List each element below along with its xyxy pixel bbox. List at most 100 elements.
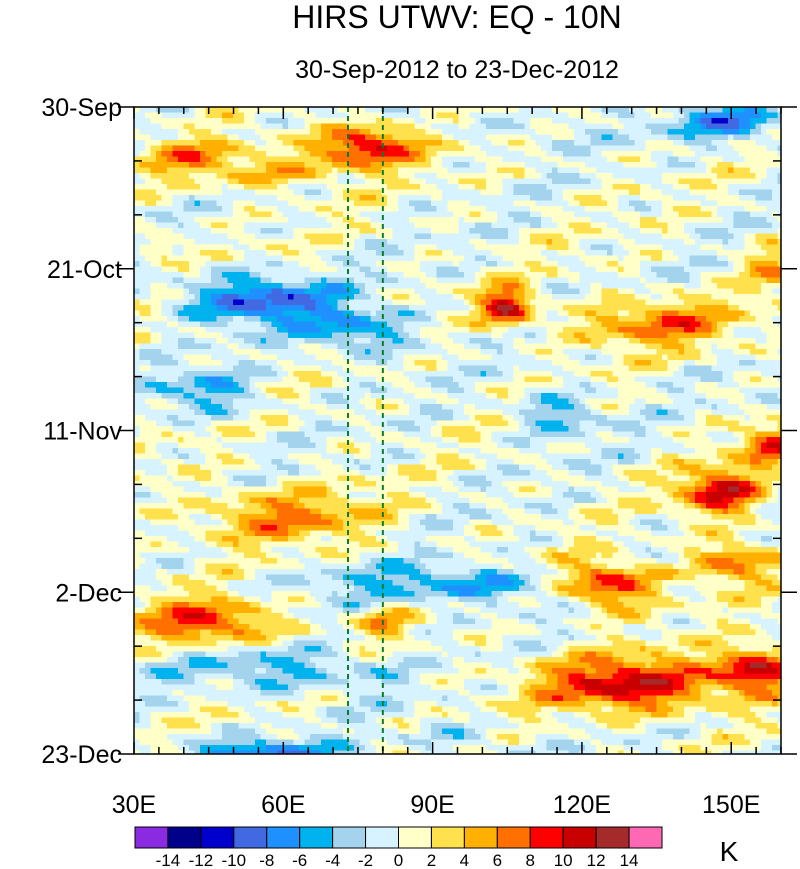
field-cell xyxy=(134,156,141,163)
field-cell xyxy=(601,189,608,196)
field-cell xyxy=(365,239,372,246)
field-cell xyxy=(684,162,691,169)
field-cell xyxy=(304,255,311,262)
field-cell xyxy=(766,327,773,334)
field-cell xyxy=(453,327,460,334)
field-cell xyxy=(332,332,339,339)
field-cell xyxy=(667,112,674,119)
field-cell xyxy=(139,233,146,240)
field-cell xyxy=(755,283,762,290)
field-cell xyxy=(277,162,284,169)
field-cell xyxy=(739,321,746,328)
field-cell xyxy=(260,151,267,158)
field-cell xyxy=(750,261,757,268)
field-cell xyxy=(645,222,652,229)
field-cell xyxy=(590,200,597,207)
field-cell xyxy=(315,272,322,279)
field-cell xyxy=(299,118,306,125)
field-cell xyxy=(442,316,449,323)
field-cell xyxy=(491,283,498,290)
field-cell xyxy=(623,145,630,152)
field-cell xyxy=(299,255,306,262)
field-cell xyxy=(288,327,295,334)
field-cell xyxy=(354,255,361,262)
field-cell xyxy=(684,178,691,185)
field-cell xyxy=(431,288,438,295)
field-cell xyxy=(299,294,306,301)
field-cell xyxy=(409,327,416,334)
field-cell xyxy=(436,156,443,163)
field-cell xyxy=(458,195,465,202)
field-cell xyxy=(579,145,586,152)
field-cell xyxy=(607,140,614,147)
field-cell xyxy=(392,327,399,334)
field-cell xyxy=(645,107,652,114)
field-cell xyxy=(629,211,636,218)
field-cell xyxy=(761,321,768,328)
field-cell xyxy=(161,151,168,158)
field-cell xyxy=(260,145,267,152)
field-cell xyxy=(502,151,509,158)
field-cell xyxy=(497,250,504,257)
field-cell xyxy=(480,327,487,334)
field-cell xyxy=(354,145,361,152)
field-cell xyxy=(601,140,608,147)
field-cell xyxy=(348,244,355,251)
field-cell xyxy=(211,288,218,295)
field-cell xyxy=(634,195,641,202)
field-cell xyxy=(651,233,658,240)
field-cell xyxy=(442,107,449,114)
field-cell xyxy=(167,140,174,147)
field-cell xyxy=(563,261,570,268)
field-cell xyxy=(161,162,168,169)
field-cell xyxy=(387,184,394,191)
chart-title: HIRS UTWV: EQ - 10N xyxy=(292,0,622,35)
field-cell xyxy=(288,222,295,229)
field-cell xyxy=(238,283,245,290)
field-cell xyxy=(579,316,586,323)
field-cell xyxy=(425,162,432,169)
field-cell xyxy=(376,178,383,185)
field-cell xyxy=(365,222,372,229)
field-cell xyxy=(700,277,707,284)
field-cell xyxy=(370,129,377,136)
field-cell xyxy=(475,156,482,163)
field-cell xyxy=(354,173,361,180)
field-cell xyxy=(541,250,548,257)
field-cell xyxy=(766,222,773,229)
field-cell xyxy=(453,206,460,213)
field-cell xyxy=(579,195,586,202)
field-cell xyxy=(552,261,559,268)
field-cell xyxy=(244,288,251,295)
field-cell xyxy=(216,211,223,218)
field-cell xyxy=(282,211,289,218)
field-cell xyxy=(244,217,251,224)
field-cell xyxy=(601,316,608,323)
field-cell xyxy=(629,123,636,130)
field-cell xyxy=(585,217,592,224)
field-cell xyxy=(755,250,762,257)
field-cell xyxy=(211,134,218,141)
field-cell xyxy=(717,255,724,262)
field-cell xyxy=(359,283,366,290)
field-cell xyxy=(601,134,608,141)
field-cell xyxy=(172,233,179,240)
field-cell xyxy=(337,277,344,284)
field-cell xyxy=(178,239,185,246)
field-cell xyxy=(480,261,487,268)
field-cell xyxy=(596,272,603,279)
field-cell xyxy=(332,173,339,180)
field-cell xyxy=(409,222,416,229)
field-cell xyxy=(530,217,537,224)
field-cell xyxy=(667,134,674,141)
field-cell xyxy=(255,332,262,339)
field-cell xyxy=(222,140,229,147)
field-cell xyxy=(744,277,751,284)
field-cell xyxy=(535,118,542,125)
field-cell xyxy=(150,310,157,317)
field-cell xyxy=(706,200,713,207)
field-cell xyxy=(656,310,663,317)
field-cell xyxy=(420,217,427,224)
field-cell xyxy=(623,239,630,246)
field-cell xyxy=(150,233,157,240)
